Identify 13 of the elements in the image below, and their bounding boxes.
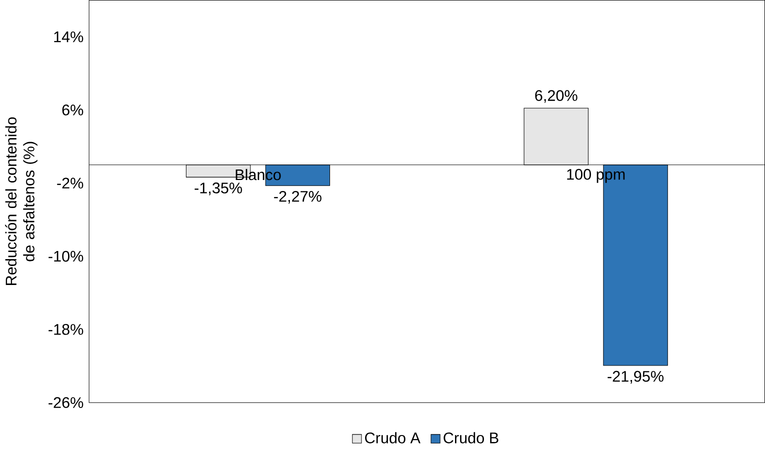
data-label: -1,35% [194,182,242,196]
y-tick-label: -10% [48,251,84,262]
y-tick-label: 14% [54,32,84,42]
y-tick-label: -2% [57,178,84,189]
legend-label: Crudo B [444,432,498,444]
data-label: 6,20% [535,90,578,103]
y-tick-label: -26% [48,397,84,408]
data-label: -2,27% [274,191,322,204]
legend-label: Crudo A [365,432,420,444]
y-tick-label: 6% [62,104,84,116]
y-tick-label: -18% [48,324,84,336]
data-label: -21,95% [608,371,664,384]
y-axis-title: Reducción del contenido de asfaltenos (%) [5,118,38,286]
